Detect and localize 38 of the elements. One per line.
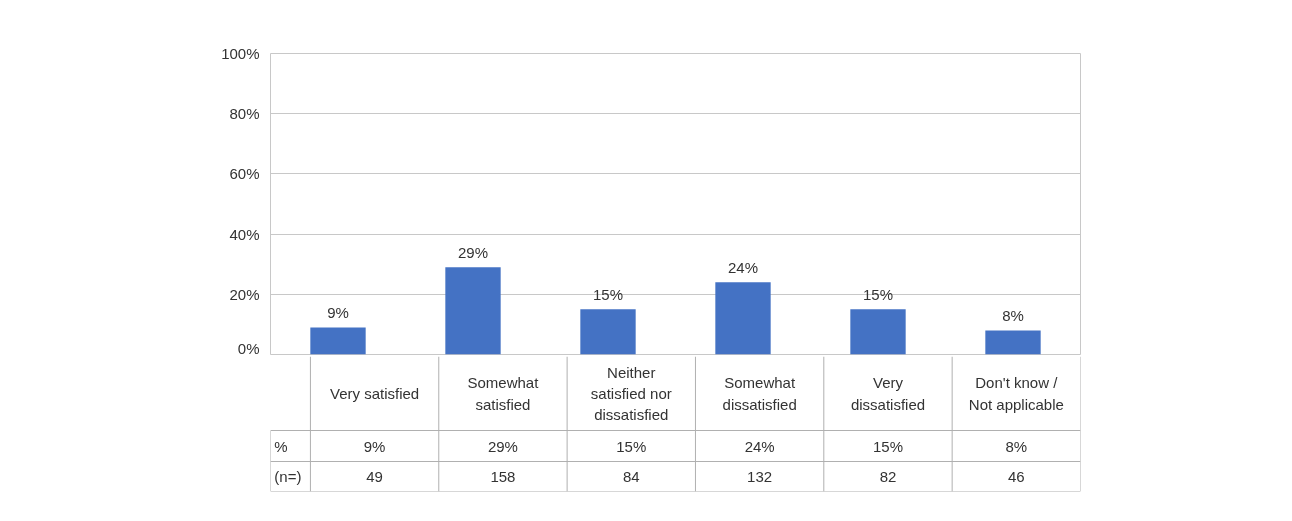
x-tick-label: Very satisfied: [330, 385, 420, 402]
y-tick-label: 20%: [229, 285, 260, 303]
text: 158: [490, 467, 516, 485]
y-tick-label: 60%: [229, 165, 260, 183]
bar: [715, 282, 771, 355]
bar: [985, 330, 1041, 355]
x-tick-label: Neither satisfied nor dissatisfied: [590, 363, 672, 424]
data-label: 29%: [487, 437, 518, 455]
x-tick-label: Don't know / Not applicable: [968, 374, 1064, 413]
bar: [310, 327, 366, 355]
text: 84: [622, 467, 640, 485]
text: 15%: [862, 286, 894, 304]
data-label: 9%: [363, 437, 386, 455]
text: (n=): [274, 468, 302, 485]
x-tick-label: Somewhat dissatisfied: [722, 374, 797, 413]
x-tick-label: Somewhat satisfied: [467, 374, 540, 413]
bar: [580, 309, 636, 355]
data-label: 24%: [744, 437, 775, 455]
text: 15%: [592, 286, 624, 304]
text: 24%: [727, 259, 759, 277]
text: 9%: [327, 304, 349, 322]
x-tick-label: Very dissatisfied: [850, 374, 926, 413]
data-label: 8%: [1005, 437, 1028, 455]
y-tick-label: 40%: [229, 225, 260, 243]
text: 49: [366, 467, 383, 485]
y-tick-label: 80%: [229, 105, 260, 123]
y-tick-label: 0%: [237, 339, 260, 357]
text: %: [274, 437, 288, 455]
text: 132: [747, 467, 773, 485]
data-label: 15%: [616, 437, 647, 455]
y-tick-label: 100%: [221, 45, 260, 62]
text: 46: [1007, 467, 1025, 485]
text: 29%: [457, 244, 489, 262]
bar: [850, 309, 906, 355]
text: 82: [879, 467, 897, 485]
bar: [445, 267, 501, 355]
text: 8%: [1002, 307, 1024, 325]
data-label: 15%: [872, 437, 903, 455]
